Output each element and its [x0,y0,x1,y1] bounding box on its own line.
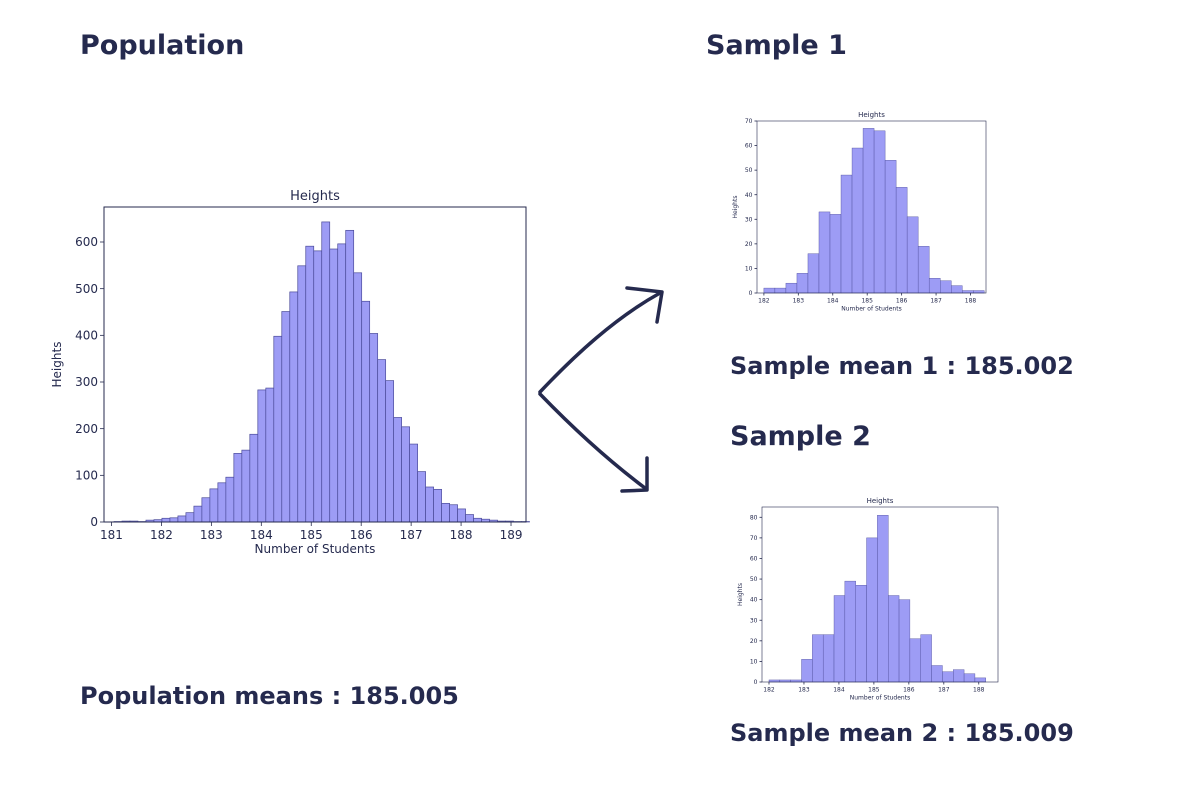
x-axis-label: Number of Students [850,695,910,702]
x-tick-label: 189 [500,528,523,542]
x-tick-label: 187 [938,687,950,694]
sample2-title: Sample 2 [730,421,871,452]
y-tick-label: 500 [75,282,98,296]
plot-frame [103,206,527,523]
y-tick-label: 60 [750,556,758,563]
y-tick-label: 60 [745,143,753,150]
y-tick-label: 200 [75,422,98,436]
x-tick-label: 186 [903,687,915,694]
population-title: Population [80,30,245,61]
x-tick-label: 185 [868,687,880,694]
x-tick-label: 182 [150,528,173,542]
y-tick-label: 70 [750,535,758,542]
y-tick-label: 300 [75,375,98,389]
arrow-to-sample2-icon [538,392,647,490]
x-tick-label: 185 [861,298,873,305]
y-axis-label: Heights [732,196,739,219]
population-mean-label: Population means : 185.005 [80,682,459,710]
x-tick-label: 184 [827,298,839,305]
y-tick-label: 30 [745,216,753,223]
x-axis-label: Number of Students [255,542,376,556]
y-axis-label: Heights [50,342,64,388]
x-tick-label: 187 [930,298,942,305]
y-axis-label: Heights [737,583,744,606]
y-tick-label: 80 [750,514,758,521]
y-tick-label: 20 [745,241,753,248]
x-tick-label: 185 [300,528,323,542]
x-tick-label: 183 [793,298,805,305]
y-tick-label: 0 [749,290,753,297]
x-tick-label: 188 [965,298,977,305]
y-tick-label: 50 [745,167,753,174]
x-tick-label: 184 [250,528,273,542]
arrow-to-sample1-head-icon [625,286,664,324]
y-tick-label: 10 [745,266,753,273]
y-tick-label: 30 [750,617,758,624]
plot-frame [756,120,987,294]
x-tick-label: 184 [833,687,845,694]
y-tick-label: 600 [75,235,98,249]
sample1-title: Sample 1 [706,30,847,61]
x-tick-label: 186 [350,528,373,542]
y-tick-label: 40 [750,597,758,604]
x-axis-label: Number of Students [841,306,901,313]
sample1-mean-label: Sample mean 1 : 185.002 [730,352,1074,380]
arrow-to-sample2-head-icon [620,456,649,493]
x-tick-label: 181 [100,528,123,542]
chart-title: Heights [290,189,340,204]
y-tick-label: 10 [750,659,758,666]
chart-title: Heights [858,111,885,119]
sample2-mean-label: Sample mean 2 : 185.009 [730,719,1074,747]
chart-title: Heights [867,497,894,505]
y-tick-label: 50 [750,576,758,583]
x-tick-label: 182 [758,298,770,305]
x-tick-label: 188 [450,528,473,542]
y-tick-label: 100 [75,469,98,483]
arrow-to-sample1-icon [538,291,662,394]
x-tick-label: 187 [400,528,423,542]
x-tick-label: 188 [973,687,985,694]
x-tick-label: 183 [798,687,810,694]
x-tick-label: 186 [896,298,908,305]
plot-frame [761,506,999,683]
y-tick-label: 70 [745,118,753,125]
y-tick-label: 40 [745,192,753,199]
x-tick-label: 183 [200,528,223,542]
x-tick-label: 182 [763,687,775,694]
y-tick-label: 400 [75,329,98,343]
y-tick-label: 20 [750,638,758,645]
y-tick-label: 0 [754,679,758,686]
y-tick-label: 0 [90,515,98,529]
